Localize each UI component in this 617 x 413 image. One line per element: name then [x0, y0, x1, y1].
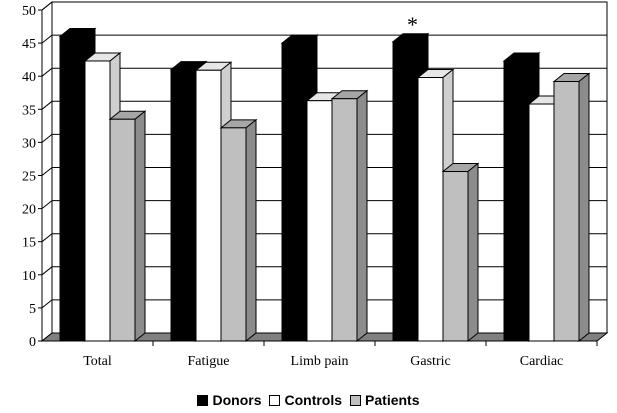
- legend-swatch-patients: [350, 394, 362, 406]
- bar-patients-cardiac: [552, 72, 591, 343]
- y-tick-label: 50: [22, 4, 36, 19]
- legend-label-donors: Donors: [212, 392, 262, 408]
- legend-item-controls: Controls: [269, 392, 342, 408]
- bar-chart: 0 5 10 15 20 25 30 35 40 45 50 Total Fatigue Limb pa…: [22, 0, 609, 369]
- legend-swatch-controls: [269, 394, 281, 406]
- bar-patients-total: [108, 110, 147, 343]
- x-label-limb-pain: Limb pain: [291, 354, 349, 369]
- gridline: [41, 1, 607, 11]
- bar-patients-gastric: [441, 162, 480, 343]
- annotations: *: [407, 12, 418, 37]
- y-tick-label: 10: [22, 269, 36, 284]
- y-tick-label: 30: [22, 136, 36, 151]
- y-tick-label: 20: [22, 203, 36, 218]
- legend-item-donors: Donors: [197, 392, 261, 408]
- significance-marker: *: [407, 12, 418, 37]
- y-tick-label: 45: [22, 37, 36, 52]
- legend-item-patients: Patients: [350, 392, 420, 408]
- y-tick-label: 0: [29, 335, 36, 350]
- bar-patients-fatigue: [219, 118, 258, 343]
- bar-patients-limb-pain: [330, 89, 369, 343]
- legend-swatch-donors: [197, 394, 209, 406]
- legend-label-controls: Controls: [284, 392, 343, 408]
- y-tick-label: 5: [29, 302, 36, 317]
- legend: Donors Controls Patients: [0, 392, 617, 408]
- x-label-gastric: Gastric: [410, 354, 450, 369]
- x-label-cardiac: Cardiac: [520, 354, 564, 369]
- y-tick-label: 25: [22, 170, 36, 185]
- y-tick-label: 15: [22, 236, 36, 251]
- y-tick-label: 40: [22, 70, 36, 85]
- y-tick-label: 35: [22, 103, 36, 118]
- x-label-fatigue: Fatigue: [188, 354, 230, 369]
- legend-label-patients: Patients: [365, 392, 420, 408]
- bars: [58, 27, 591, 343]
- x-axis-labels: Total Fatigue Limb pain Gastric Cardiac: [83, 341, 598, 369]
- x-label-total: Total: [83, 354, 112, 369]
